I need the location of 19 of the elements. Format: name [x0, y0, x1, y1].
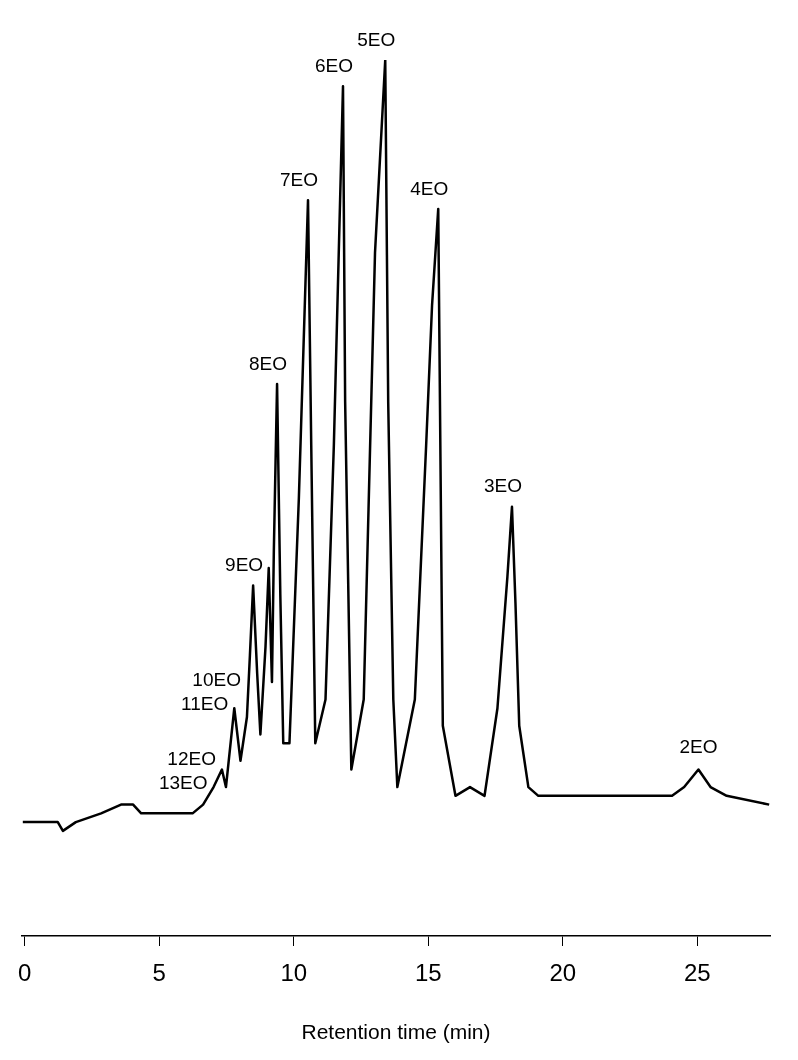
x-tick-label: 10 — [280, 959, 308, 987]
annotation: 9EO — [225, 554, 264, 576]
x-tick-label: 5 — [152, 959, 166, 987]
annotation: 11EO — [181, 692, 229, 714]
x-tick-label: 20 — [549, 959, 577, 987]
annotation: 12EO — [167, 747, 216, 769]
annotation: 2EO — [679, 736, 718, 758]
annotation: 8EO — [249, 352, 288, 374]
annotation: 10EO — [192, 668, 241, 690]
annotation: 13EO — [158, 771, 208, 793]
annotation: 5EO — [357, 28, 396, 50]
x-tick-label: 0 — [18, 959, 32, 987]
annotation: 4EO — [410, 177, 449, 199]
x-tick-label: 15 — [414, 959, 442, 987]
annotation: 7EO — [279, 168, 319, 190]
x-axis-title: Retention time (min) — [301, 1020, 491, 1044]
x-tick-label: 25 — [684, 959, 711, 987]
annotation: 3EO — [483, 475, 522, 497]
annotation: 6EO — [314, 55, 353, 77]
